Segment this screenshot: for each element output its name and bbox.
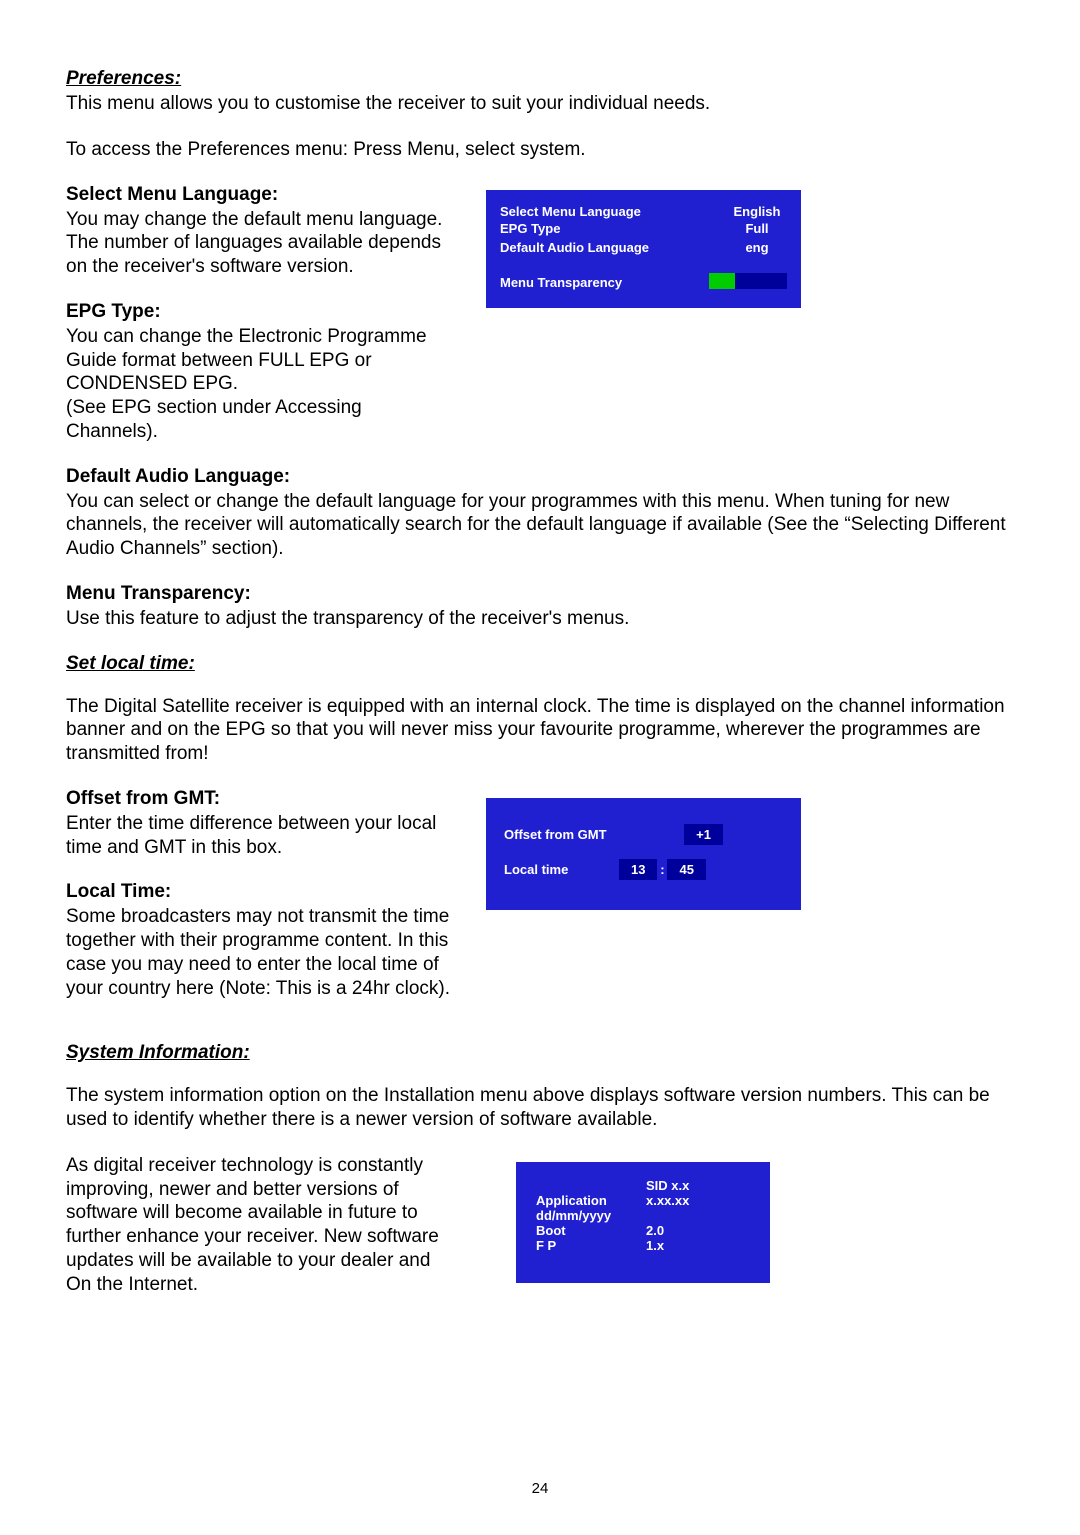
local-time-body: Some broadcasters may not transmit the t… [66,905,456,1000]
osd-menu-language-value: English [727,204,787,219]
osd-boot-label: Boot [536,1223,646,1238]
osd-offset-value: +1 [684,824,723,845]
menu-transparency-body: Use this feature to adjust the transpare… [66,607,1014,631]
menu-transparency-heading: Menu Transparency: [66,583,1014,605]
local-time-heading: Local Time: [66,881,456,903]
epg-type-heading: EPG Type: [66,301,456,323]
offset-gmt-heading: Offset from GMT: [66,788,456,810]
osd-local-minute: 45 [667,859,705,880]
set-local-time-heading: Set local time: [66,653,1014,675]
osd-time-colon: : [657,862,667,877]
set-local-time-intro: The Digital Satellite receiver is equipp… [66,695,1014,766]
osd-epg-type-label: EPG Type [500,221,727,236]
osd-date-label: dd/mm/yyyy [536,1208,646,1223]
system-information-heading: System Information: [66,1042,1014,1064]
preferences-intro-2: To access the Preferences menu: Press Me… [66,138,1014,162]
osd-audio-language-value: eng [727,240,787,255]
system-information-body-2: As digital receiver technology is consta… [66,1154,456,1297]
osd-transparency-label: Menu Transparency [500,275,709,290]
osd-local-hour: 13 [619,859,657,880]
osd-boot-value: 2.0 [646,1223,750,1238]
osd-application-label: Application [536,1193,646,1208]
osd-sid-value: SID x.x [646,1178,750,1193]
osd-local-time-label: Local time [504,862,619,877]
select-language-body: You may change the default menu language… [66,208,456,279]
transparency-slider [709,273,787,289]
default-audio-body: You can select or change the default lan… [66,490,1014,561]
preferences-osd-panel: Select Menu Language English EPG Type Fu… [486,190,801,308]
system-info-osd-panel: SID x.x Application x.xx.xx dd/mm/yyyy B… [516,1162,770,1283]
default-audio-heading: Default Audio Language: [66,466,1014,488]
offset-gmt-body: Enter the time difference between your l… [66,812,456,860]
osd-fp-label: F P [536,1238,646,1253]
osd-menu-language-label: Select Menu Language [500,204,727,219]
osd-sid-label [536,1178,646,1193]
select-language-heading: Select Menu Language: [66,184,456,206]
osd-epg-type-value: Full [727,221,787,236]
osd-offset-label: Offset from GMT [504,827,684,842]
osd-fp-value: 1.x [646,1238,750,1253]
preferences-heading: Preferences: [66,68,1014,90]
preferences-intro-1: This menu allows you to customise the re… [66,92,1014,116]
system-information-intro: The system information option on the Ins… [66,1084,1014,1132]
osd-application-value: x.xx.xx [646,1193,750,1208]
osd-audio-language-label: Default Audio Language [500,240,727,255]
epg-type-body-2: (See EPG section under Accessing Channel… [66,396,456,444]
epg-type-body-1: You can change the Electronic Programme … [66,325,456,396]
page-number: 24 [0,1480,1080,1497]
local-time-osd-panel: Offset from GMT +1 Local time 13 : 45 [486,798,801,910]
